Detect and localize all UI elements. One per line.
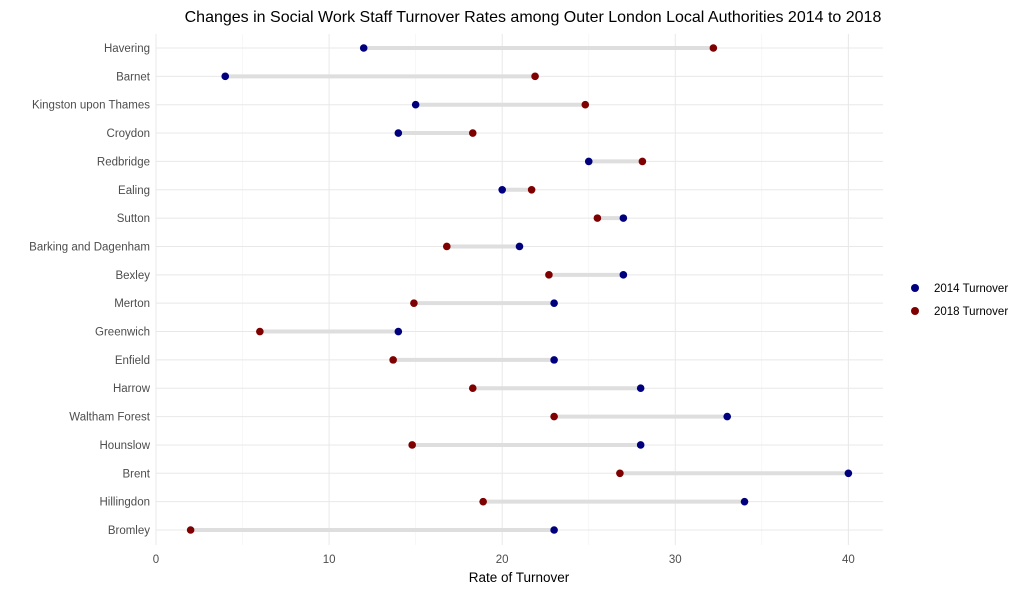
category-label: Brent — [123, 468, 151, 480]
legend-label: 2014 Turnover — [934, 283, 1008, 295]
point-2018 — [616, 469, 624, 478]
category-label: Croydon — [107, 128, 150, 140]
category-label: Hillingdon — [99, 497, 150, 509]
x-tick-label: 0 — [153, 554, 159, 566]
point-2014 — [515, 242, 524, 251]
category-label: Greenwich — [95, 327, 150, 339]
legend-label: 2018 Turnover — [934, 306, 1008, 318]
point-2018 — [593, 214, 602, 222]
category-label: Redbridge — [97, 156, 150, 168]
x-tick-label: 10 — [323, 554, 336, 566]
category-label: Ealing — [118, 185, 150, 197]
category-label: Enfield — [115, 355, 150, 367]
category-label: Barking and Dagenham — [29, 241, 150, 253]
x-axis-ticks: 0 10 20 30 40 — [153, 554, 855, 566]
point-2014 — [619, 214, 628, 222]
point-2018 — [389, 356, 397, 364]
point-2018 — [550, 412, 558, 421]
category-label: Kingston upon Thames — [32, 100, 150, 112]
legend: 2014 Turnover 2018 Turnover — [911, 283, 1008, 318]
point-2014 — [844, 469, 853, 478]
category-label: Bromley — [108, 525, 150, 537]
category-label: Harrow — [113, 383, 151, 395]
legend-marker — [911, 284, 919, 292]
point-2014 — [723, 412, 732, 421]
point-2014 — [550, 526, 558, 534]
legend-marker — [911, 307, 919, 315]
point-2014 — [740, 497, 749, 506]
y-axis-labels: Havering Barnet Kingston upon Thames Croydo… — [29, 43, 151, 537]
point-2018 — [256, 327, 264, 336]
point-2018 — [479, 497, 487, 506]
point-2014 — [584, 157, 593, 166]
point-2018 — [468, 384, 477, 393]
point-2014 — [619, 271, 628, 279]
segments — [190, 46, 849, 532]
category-label: Barnet — [116, 71, 151, 83]
category-label: Waltham Forest — [69, 412, 151, 424]
point-2014 — [359, 44, 368, 52]
category-label: Merton — [114, 298, 150, 310]
point-2018 — [638, 157, 647, 166]
category-label: Hounslow — [100, 440, 151, 452]
x-axis-title: Rate of Turnover — [469, 570, 570, 585]
category-label: Havering — [104, 43, 150, 55]
point-2014 — [498, 185, 506, 194]
point-2014 — [221, 72, 230, 81]
point-2018 — [468, 129, 477, 137]
x-tick-label: 40 — [842, 554, 855, 566]
point-2014 — [636, 384, 645, 393]
point-2014 — [636, 441, 645, 449]
point-2014 — [394, 129, 403, 137]
point-2018 — [527, 185, 536, 194]
point-2018 — [709, 44, 718, 52]
point-2018 — [410, 299, 418, 307]
point-2014 — [394, 327, 403, 336]
point-2018 — [408, 441, 416, 449]
point-2014 — [550, 299, 558, 307]
point-2018 — [545, 271, 553, 279]
x-tick-label: 20 — [496, 554, 509, 566]
point-2018 — [531, 72, 539, 81]
category-label: Sutton — [117, 213, 150, 225]
point-2014 — [411, 100, 420, 109]
x-tick-label: 30 — [669, 554, 682, 566]
point-2018 — [186, 526, 195, 534]
points — [186, 44, 853, 534]
chart-title: Changes in Social Work Staff Turnover Ra… — [185, 9, 882, 26]
point-2014 — [550, 356, 558, 364]
point-2018 — [581, 100, 590, 109]
grid — [155, 34, 883, 545]
category-label: Bexley — [115, 270, 150, 282]
point-2018 — [443, 242, 451, 251]
